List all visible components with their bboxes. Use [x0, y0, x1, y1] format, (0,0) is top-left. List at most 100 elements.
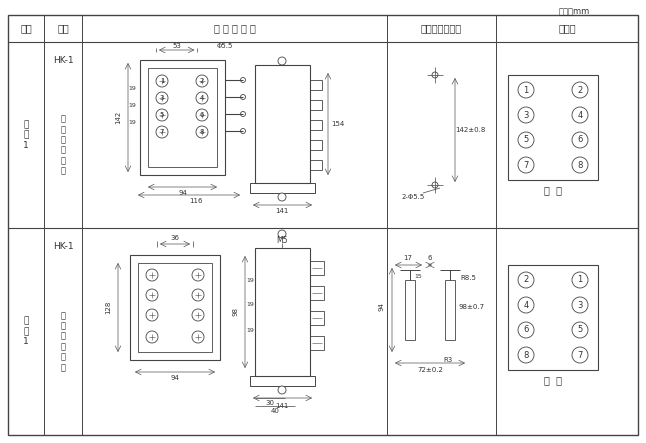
Text: 19: 19 [128, 102, 136, 108]
Text: 72±0.2: 72±0.2 [417, 367, 443, 373]
Text: 8: 8 [523, 350, 528, 360]
Text: 94: 94 [171, 375, 180, 381]
Circle shape [278, 386, 286, 394]
Text: 外 形 尺 寸 图: 外 形 尺 寸 图 [214, 23, 255, 34]
Text: 2: 2 [523, 276, 528, 284]
Circle shape [156, 126, 168, 138]
Circle shape [518, 347, 534, 363]
Circle shape [518, 322, 534, 338]
Circle shape [192, 331, 204, 343]
Circle shape [432, 182, 438, 188]
Text: 5: 5 [578, 326, 583, 334]
Text: 128: 128 [105, 300, 111, 314]
Text: 15: 15 [414, 273, 422, 279]
Circle shape [240, 128, 245, 133]
Circle shape [146, 289, 158, 301]
Circle shape [572, 132, 588, 148]
Circle shape [240, 78, 245, 82]
Bar [255, 65, 310, 183]
Bar [310, 140, 322, 150]
Circle shape [572, 297, 588, 313]
Text: 3: 3 [578, 300, 583, 310]
Circle shape [572, 272, 588, 288]
Bar [255, 248, 310, 376]
Text: 3: 3 [523, 110, 528, 120]
Text: 1: 1 [523, 85, 528, 94]
Circle shape [196, 109, 208, 121]
Text: 53: 53 [172, 43, 181, 49]
Text: 附
图
1: 附 图 1 [23, 317, 29, 346]
Circle shape [192, 309, 204, 321]
Bar [310, 120, 322, 130]
Text: 4: 4 [200, 95, 204, 101]
Text: 4: 4 [578, 110, 583, 120]
Text: 30: 30 [266, 400, 275, 406]
Text: 4: 4 [523, 300, 528, 310]
Circle shape [518, 107, 534, 123]
Text: 94: 94 [379, 303, 385, 311]
Circle shape [572, 107, 588, 123]
Circle shape [146, 331, 158, 343]
Bar [508, 265, 598, 370]
Text: 141: 141 [275, 403, 289, 409]
Bar [310, 286, 324, 300]
Circle shape [240, 112, 245, 117]
Bar [250, 376, 315, 386]
Text: 凸
出
式
后
接
线: 凸 出 式 后 接 线 [61, 311, 65, 372]
Text: HK-1: HK-1 [53, 55, 73, 65]
Text: 19: 19 [246, 303, 254, 307]
Bar [130, 255, 220, 360]
Circle shape [572, 82, 588, 98]
Text: 17: 17 [404, 255, 413, 261]
Text: 7: 7 [578, 350, 583, 360]
Bar [508, 75, 598, 180]
Text: 7: 7 [523, 160, 528, 170]
Bar [310, 311, 324, 325]
Bar [140, 60, 225, 175]
Text: R3: R3 [443, 357, 453, 363]
Circle shape [196, 92, 208, 104]
Text: 端子图: 端子图 [558, 23, 576, 34]
Circle shape [432, 72, 438, 78]
Bar [148, 68, 217, 167]
Text: 附
图
1: 附 图 1 [23, 120, 29, 150]
Circle shape [192, 289, 204, 301]
Text: 8: 8 [200, 129, 204, 135]
Text: 8: 8 [578, 160, 583, 170]
Text: 6: 6 [578, 136, 583, 144]
Circle shape [192, 269, 204, 281]
Text: 背  视: 背 视 [544, 375, 562, 385]
Text: 结构: 结构 [57, 23, 69, 34]
Text: HK-1: HK-1 [53, 241, 73, 250]
Circle shape [518, 272, 534, 288]
Circle shape [278, 230, 286, 238]
Text: 142: 142 [115, 111, 121, 124]
Circle shape [572, 322, 588, 338]
Text: 116: 116 [189, 198, 203, 204]
Text: 98: 98 [232, 307, 238, 316]
Circle shape [278, 193, 286, 201]
Text: M5: M5 [276, 236, 287, 245]
Circle shape [518, 82, 534, 98]
Text: 94: 94 [178, 190, 187, 196]
Text: 98±0.7: 98±0.7 [459, 304, 485, 310]
Circle shape [196, 75, 208, 87]
Text: 图号: 图号 [20, 23, 32, 34]
Text: 142±0.8: 142±0.8 [455, 127, 485, 133]
Bar [310, 100, 322, 110]
Circle shape [196, 126, 208, 138]
Text: 7: 7 [160, 129, 164, 135]
Text: 前  视: 前 视 [544, 185, 562, 195]
Circle shape [518, 157, 534, 173]
Text: 5: 5 [160, 112, 164, 118]
Bar [138, 263, 212, 352]
Text: 安装开孔尺寸图: 安装开孔尺寸图 [421, 23, 462, 34]
Bar [250, 183, 315, 193]
Circle shape [156, 75, 168, 87]
Text: 36: 36 [171, 235, 180, 241]
Text: 19: 19 [128, 85, 136, 90]
Text: 6: 6 [428, 255, 432, 261]
Bar [310, 80, 322, 90]
Text: 6: 6 [523, 326, 528, 334]
Bar [310, 160, 322, 170]
